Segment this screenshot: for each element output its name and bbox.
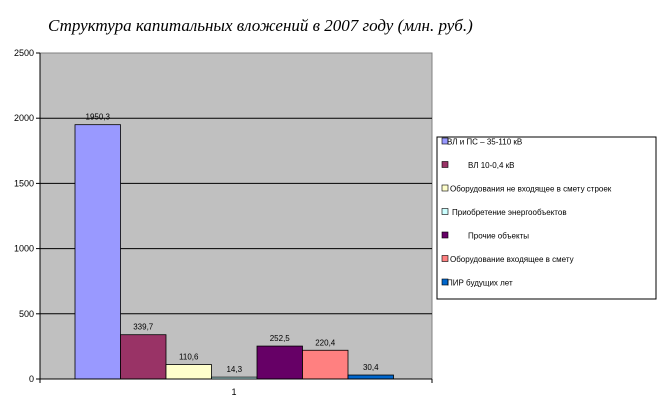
data-label: 252,5 — [270, 334, 291, 343]
legend-label: Оборудование входящее в смету — [450, 255, 574, 264]
legend-label: ВЛ и ПС – 35-110 кВ — [447, 138, 522, 147]
y-tick-label: 2000 — [14, 113, 34, 123]
legend-label: Оборудования не входящее в смету строек — [450, 185, 612, 194]
legend-swatch — [441, 184, 449, 192]
bar — [74, 124, 121, 380]
bar — [120, 334, 167, 380]
data-label: 339,7 — [133, 323, 154, 332]
bar — [347, 374, 394, 380]
legend-box — [436, 136, 657, 300]
legend: ВЛ и ПС – 35-110 кВ ВЛ 10-0,4 кВ Оборудова… — [436, 136, 657, 300]
y-axis: 0 500 1000 1500 2000 2500 — [14, 48, 41, 384]
legend-swatch — [441, 137, 449, 145]
data-label: 110,6 — [179, 353, 199, 362]
y-tick-label: 0 — [29, 374, 34, 384]
legend-swatch — [441, 255, 449, 262]
legend-swatch — [441, 161, 449, 168]
legend-swatch — [441, 278, 449, 286]
legend-swatch — [441, 231, 449, 239]
legend-swatch — [441, 208, 449, 215]
bar — [165, 364, 212, 380]
legend-label: Прочие объекты — [468, 232, 529, 241]
legend-label: ВЛ 10-0,4 кВ — [468, 161, 514, 170]
legend-label: ПИР будущих лет — [447, 279, 513, 288]
bar — [256, 345, 303, 380]
bar-series: 1950,3 339,7 110,6 14,3 252,5 220,4 30,4 — [74, 113, 394, 380]
data-label: 1950,3 — [86, 113, 111, 122]
y-tick-label: 1500 — [14, 178, 34, 188]
x-axis: 1 — [39, 378, 433, 397]
y-tick-label: 1000 — [14, 244, 34, 254]
data-label: 14,3 — [226, 365, 242, 374]
y-tick-label: 500 — [19, 309, 34, 319]
y-tick-label: 2500 — [14, 48, 34, 58]
data-label: 220,4 — [315, 338, 336, 347]
bar — [302, 349, 349, 380]
legend-label: Приобретение энергообъектов — [452, 208, 567, 217]
x-tick-label: 1 — [231, 387, 236, 397]
data-label: 30,4 — [363, 363, 379, 372]
chart-title: Структура капитальных вложений в 2007 го… — [48, 16, 473, 35]
